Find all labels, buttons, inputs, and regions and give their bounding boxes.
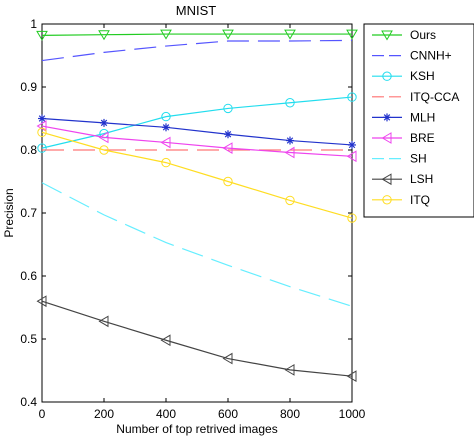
y-axis: 0.4 0.5 0.6 0.7 0.8 0.9 1	[20, 17, 352, 409]
data-point-ours	[284, 29, 296, 40]
legend-label-itq-cca: ITQ-CCA	[410, 90, 459, 104]
series-line-cnnh	[41, 39, 353, 62]
data-point-lsh	[36, 295, 47, 308]
data-point-ours	[160, 29, 172, 40]
data-point-ours	[346, 29, 358, 40]
series-layer	[36, 29, 358, 383]
legend-marker-itq	[382, 195, 392, 205]
legend-marker-bre	[381, 132, 392, 144]
data-point-ksh	[347, 92, 357, 102]
data-point-bre	[346, 150, 357, 163]
data-point-ksh	[37, 143, 47, 153]
x-tick-label: 200	[94, 407, 114, 421]
y-axis-label: Precision	[2, 188, 16, 237]
legend-label-mlh: MLH	[410, 110, 435, 124]
series-line-bre	[41, 125, 353, 157]
series-line-lsh	[41, 300, 353, 377]
data-point-ours	[98, 30, 110, 41]
series-line-sh	[41, 182, 353, 307]
legend-label-ours: Ours	[410, 28, 436, 42]
data-point-itq	[347, 213, 357, 223]
data-point-lsh	[222, 352, 233, 365]
data-point-mlh	[162, 123, 170, 132]
x-tick-label: 1000	[339, 407, 366, 421]
y-tick-label: 0.9	[20, 80, 37, 94]
y-tick-label: 0.8	[20, 143, 37, 157]
data-point-itq	[223, 176, 233, 187]
data-point-ksh	[161, 111, 171, 122]
data-point-ours	[36, 30, 48, 41]
y-tick-label: 0.5	[20, 332, 37, 346]
data-point-ours	[222, 29, 234, 40]
y-tick-label: 0.6	[20, 269, 37, 283]
data-point-bre	[222, 142, 233, 154]
data-point-lsh	[160, 334, 171, 347]
y-tick-label: 1	[30, 17, 37, 31]
y-tick-label: 0.7	[20, 206, 37, 220]
data-point-lsh	[346, 370, 357, 383]
data-point-bre	[284, 146, 295, 159]
series-line-mlh	[41, 117, 353, 146]
legend-label-lsh: LSH	[410, 172, 433, 186]
data-point-mlh	[286, 136, 294, 145]
data-point-itq	[37, 127, 47, 138]
series-line-ours	[41, 33, 352, 36]
legend: Ours CNNH+ KSH ITQ-CCA MLH BRE SH LSH ITQ	[363, 23, 474, 218]
legend-marker-ours	[381, 30, 393, 41]
x-tick-label: 800	[280, 407, 300, 421]
data-point-ksh	[223, 103, 233, 114]
legend-marker-lsh	[381, 173, 392, 186]
data-point-mlh	[224, 130, 232, 139]
data-point-bre	[98, 131, 109, 144]
data-point-itq	[161, 157, 171, 168]
y-tick-label: 0.4	[20, 395, 37, 409]
legend-label-sh: SH	[410, 152, 427, 166]
legend-label-ksh: KSH	[410, 69, 435, 83]
x-axis: 0 200 400 600 800 1000	[39, 24, 366, 421]
legend-marker-ksh	[382, 71, 392, 81]
x-tick-label: 600	[218, 407, 238, 421]
legend-label-bre: BRE	[410, 131, 435, 145]
data-point-bre	[160, 136, 171, 149]
data-point-mlh	[100, 118, 108, 127]
series-line-itq	[41, 131, 353, 219]
x-axis-label: Number of top retrived images	[116, 422, 277, 436]
legend-label-itq: ITQ	[410, 193, 430, 207]
data-point-mlh	[38, 114, 46, 123]
data-point-itq	[99, 145, 109, 155]
chart-title: MNIST	[176, 3, 217, 18]
legend-marker-mlh	[383, 113, 391, 122]
data-point-ksh	[285, 98, 295, 108]
legend-label-cnnh: CNNH+	[410, 49, 452, 63]
data-point-lsh	[284, 363, 295, 376]
data-point-mlh	[348, 140, 356, 149]
plot-area	[41, 23, 353, 403]
x-tick-label: 400	[156, 407, 176, 421]
data-point-lsh	[98, 315, 109, 328]
x-tick-label: 0	[39, 407, 46, 421]
data-point-itq	[285, 195, 295, 206]
